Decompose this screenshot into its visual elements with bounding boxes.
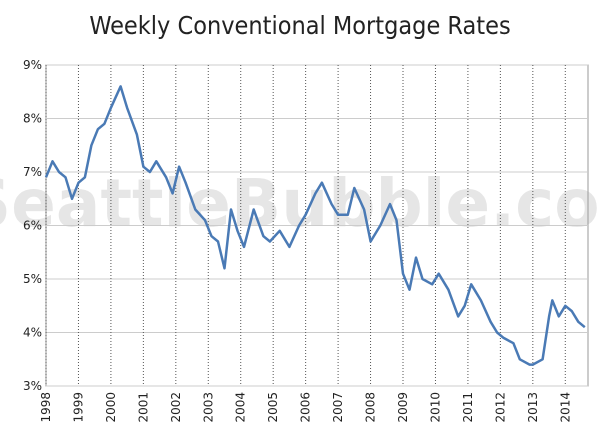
x-tick-label: 2004 <box>234 392 248 423</box>
x-tick-label: 2010 <box>428 392 442 423</box>
y-tick-label: 8% <box>23 112 42 126</box>
y-tick-label: 7% <box>23 165 42 179</box>
x-tick-label: 2014 <box>558 392 572 423</box>
x-tick-label: 2013 <box>526 392 540 423</box>
x-tick-label: 2007 <box>331 392 345 423</box>
x-tick-label: 2000 <box>104 392 118 423</box>
watermark: SeattleBubble.com <box>0 165 600 242</box>
y-tick-label: 6% <box>23 219 42 233</box>
x-tick-label: 2006 <box>299 392 313 423</box>
x-tick-label: 2003 <box>201 392 215 423</box>
y-tick-label: 9% <box>23 58 42 72</box>
y-tick-label: 5% <box>23 272 42 286</box>
x-tick-label: 2008 <box>364 392 378 423</box>
x-tick-label: 2001 <box>136 392 150 423</box>
x-tick-label: 2002 <box>169 392 183 423</box>
rate-line <box>44 85 586 366</box>
x-tick-label: 1999 <box>71 392 85 423</box>
x-tick-label: 2009 <box>396 392 410 423</box>
x-tick-label: 2011 <box>461 392 475 423</box>
x-tick-label: 2005 <box>266 392 280 423</box>
y-tick-label: 3% <box>23 379 42 393</box>
x-tick-label: 1998 <box>39 392 53 423</box>
y-tick-label: 4% <box>23 326 42 340</box>
x-tick-label: 2012 <box>493 392 507 423</box>
chart-title: Weekly Conventional Mortgage Rates <box>89 11 510 40</box>
